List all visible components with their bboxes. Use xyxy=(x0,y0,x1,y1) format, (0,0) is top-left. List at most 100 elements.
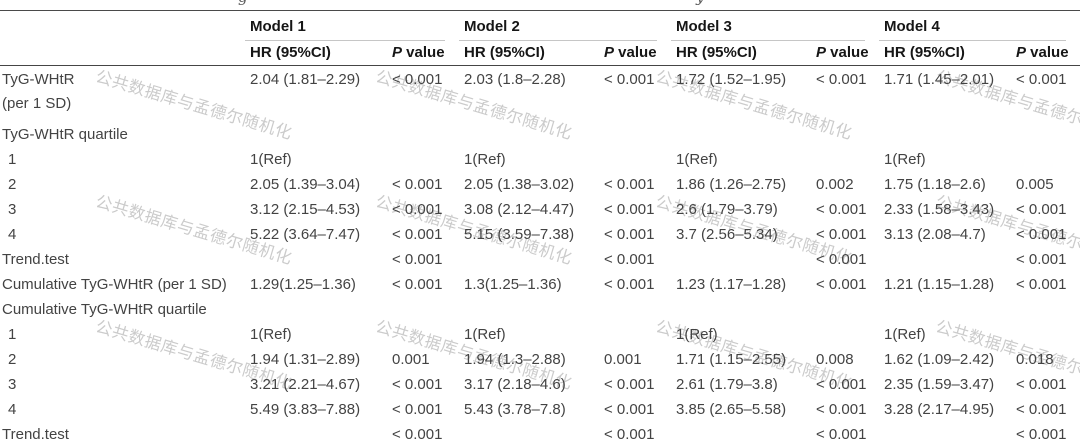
table-row: 1 1(Ref) 1(Ref) 1(Ref) 1(Ref) xyxy=(0,322,1080,347)
p-rest: value xyxy=(1026,44,1069,61)
hr-ci-cell: 1.62 (1.09–2.42) xyxy=(884,351,995,368)
hr-ci-cell: 1(Ref) xyxy=(250,326,292,343)
hr-ci-cell: 3.21 (2.21–4.67) xyxy=(250,376,361,393)
hr-ci-cell: 1(Ref) xyxy=(464,151,506,168)
p-value-cell xyxy=(1011,147,1080,172)
hr-ci-cell xyxy=(459,422,599,447)
p-value-cell xyxy=(599,322,671,347)
p-value-cell: < 0.001 xyxy=(816,71,867,88)
p-value-cell: < 0.001 xyxy=(1016,376,1067,393)
table-row: 1 1(Ref) 1(Ref) 1(Ref) 1(Ref) xyxy=(0,147,1080,172)
row-label: 4 xyxy=(8,401,17,418)
hr-ci-cell: 1.86 (1.26–2.75) xyxy=(676,176,787,193)
p-value-cell: < 0.001 xyxy=(392,401,443,418)
hr-ci-column-header: HR (95%CI) xyxy=(671,41,811,66)
clipped-caption-descender: y xyxy=(696,0,704,6)
hr-ci-cell: 1(Ref) xyxy=(250,151,292,168)
hr-ci-cell xyxy=(879,422,1011,447)
hr-ci-cell: 1.71 (1.15–2.55) xyxy=(676,351,787,368)
hr-ci-cell: 1(Ref) xyxy=(464,326,506,343)
table-row: 4 5.49 (3.83–7.88) < 0.001 5.43 (3.78–7.8) <… xyxy=(0,397,1080,422)
hr-ci-cell: 2.33 (1.58–3.43) xyxy=(884,201,995,218)
table-row: TyG-WHtR (per 1 SD) 2.04 (1.81–2.29) < 0.00… xyxy=(0,66,1080,123)
hr-ci-cell: 2.61 (1.79–3.8) xyxy=(676,376,778,393)
p-value-cell: < 0.001 xyxy=(604,251,655,268)
table-row: 2 1.94 (1.31–2.89) 0.001 1.94 (1.3–2.88) 0.0… xyxy=(0,347,1080,372)
p-value-cell: 0.018 xyxy=(1016,351,1054,368)
hr-ci-cell: 1.94 (1.31–2.89) xyxy=(250,351,361,368)
table-row: Trend.test < 0.001 < 0.001 < 0.001 < 0.001 xyxy=(0,422,1080,447)
model-group-cell: Model 4 xyxy=(879,11,1080,41)
p-value-cell: < 0.001 xyxy=(1016,71,1067,88)
hr-ci-column-header: HR (95%CI) xyxy=(879,41,1011,66)
hr-ci-cell: 1(Ref) xyxy=(676,151,718,168)
clipped-caption-descender: g xyxy=(238,0,248,6)
p-value-cell: < 0.001 xyxy=(604,276,655,293)
hr-ci-cell xyxy=(459,247,599,272)
p-value-cell: < 0.001 xyxy=(1016,276,1067,293)
row-label-line1: TyG-WHtR xyxy=(2,71,75,88)
p-italic: P xyxy=(1016,44,1027,61)
header-spacer-cell xyxy=(0,11,245,42)
p-rest: value xyxy=(614,44,657,61)
hr-ci-cell: 1.23 (1.17–1.28) xyxy=(676,276,787,293)
p-value-cell xyxy=(387,322,459,347)
table-row: 4 5.22 (3.64–7.47) < 0.001 5.15 (3.59–7.38)… xyxy=(0,222,1080,247)
model-group-cell: Model 2 xyxy=(459,11,671,41)
p-value-cell: < 0.001 xyxy=(604,401,655,418)
subheader-row: HR (95%CI) P value HR (95%CI) P value HR (95… xyxy=(0,41,1080,66)
row-label-line2: (per 1 SD) xyxy=(2,95,72,112)
p-value-cell: < 0.001 xyxy=(1016,226,1067,243)
hr-ci-cell: 5.22 (3.64–7.47) xyxy=(250,226,361,243)
p-value-column-header: P value xyxy=(811,41,879,66)
p-value-cell: < 0.001 xyxy=(392,251,443,268)
row-label: 2 xyxy=(8,176,17,193)
hr-ci-cell: 3.12 (2.15–4.53) xyxy=(250,201,361,218)
table-row: 3 3.12 (2.15–4.53) < 0.001 3.08 (2.12–4.47)… xyxy=(0,197,1080,222)
header-spacer-cell xyxy=(0,41,245,66)
hr-ci-cell: 1(Ref) xyxy=(884,326,926,343)
p-value-cell: < 0.001 xyxy=(816,401,867,418)
p-value-cell xyxy=(811,147,879,172)
p-value-cell: < 0.001 xyxy=(604,71,655,88)
hr-ci-cell: 3.28 (2.17–4.95) xyxy=(884,401,995,418)
p-value-cell: 0.005 xyxy=(1016,176,1054,193)
hr-ci-cell: 3.13 (2.08–4.7) xyxy=(884,226,986,243)
p-value-column-header: P value xyxy=(1011,41,1080,66)
p-value-cell: < 0.001 xyxy=(1016,201,1067,218)
hr-ci-cell: 1.94 (1.3–2.88) xyxy=(464,351,566,368)
row-label: 1 xyxy=(8,326,17,343)
section-label: Cumulative TyG-WHtR quartile xyxy=(2,301,207,318)
p-value-cell: < 0.001 xyxy=(816,201,867,218)
row-label: Trend.test xyxy=(2,251,69,268)
hr-ci-column-header: HR (95%CI) xyxy=(245,41,387,66)
model-header-label: Model 3 xyxy=(671,13,865,41)
model-header-label: Model 2 xyxy=(459,13,657,41)
hr-ci-cell xyxy=(879,247,1011,272)
row-label: 2 xyxy=(8,351,17,368)
row-label: Cumulative TyG-WHtR (per 1 SD) xyxy=(2,276,227,293)
hr-ci-cell: 3.85 (2.65–5.58) xyxy=(676,401,787,418)
hr-ci-cell: 2.05 (1.38–3.02) xyxy=(464,176,575,193)
hr-ci-cell: 5.15 (3.59–7.38) xyxy=(464,226,575,243)
p-value-cell xyxy=(1011,322,1080,347)
hr-ci-cell: 1(Ref) xyxy=(884,151,926,168)
p-value-cell: < 0.001 xyxy=(816,426,867,443)
table-row: Trend.test < 0.001 < 0.001 < 0.001 < 0.001 xyxy=(0,247,1080,272)
hr-ci-cell: 5.43 (3.78–7.8) xyxy=(464,401,566,418)
row-label: TyG-WHtR (per 1 SD) xyxy=(0,66,245,123)
hr-ci-cell: 2.04 (1.81–2.29) xyxy=(250,71,361,88)
p-value-cell: < 0.001 xyxy=(1016,251,1067,268)
hr-ci-cell xyxy=(245,422,387,447)
hr-ci-cell xyxy=(671,247,811,272)
hr-ci-cell: 2.03 (1.8–2.28) xyxy=(464,71,566,88)
p-italic: P xyxy=(392,44,403,61)
hr-ci-column-header: HR (95%CI) xyxy=(459,41,599,66)
p-rest: value xyxy=(402,44,445,61)
p-value-cell xyxy=(599,147,671,172)
p-value-cell: < 0.001 xyxy=(392,226,443,243)
p-value-cell: 0.001 xyxy=(604,351,642,368)
hr-ci-cell: 1.3(1.25–1.36) xyxy=(464,276,562,293)
p-value-cell: < 0.001 xyxy=(1016,426,1067,443)
row-label: 3 xyxy=(8,376,17,393)
